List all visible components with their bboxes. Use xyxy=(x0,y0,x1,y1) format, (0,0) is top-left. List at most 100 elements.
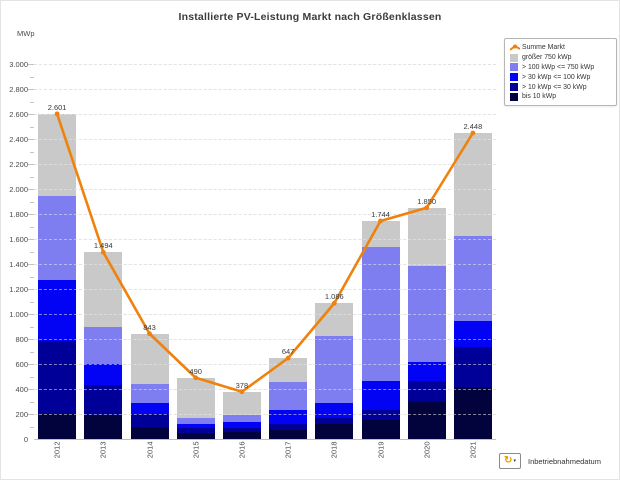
legend-item[interactable]: größer 750 kWp xyxy=(510,53,612,63)
y-axis-tick-label: 2.800 xyxy=(9,84,28,94)
bar-segment[interactable] xyxy=(361,410,400,421)
refresh-dropdown-button[interactable]: ↻ ▾ xyxy=(499,453,521,469)
x-axis-tick-label: 2017 xyxy=(283,441,293,459)
line-marker[interactable] xyxy=(378,218,383,224)
bar-segment[interactable] xyxy=(453,321,492,347)
y-axis-tick-label: 3.000 xyxy=(9,59,28,69)
bar-segment[interactable] xyxy=(407,401,446,439)
bar-total-label: 2.448 xyxy=(463,122,483,131)
bar-segment[interactable] xyxy=(38,195,77,280)
y-axis-tick-label: 2.600 xyxy=(9,109,28,119)
legend-label: > 100 kWp <= 750 kWp xyxy=(522,63,595,71)
y-axis-major-tick xyxy=(28,364,34,365)
y-axis-tick-label: 2.000 xyxy=(9,184,28,194)
y-axis-major-tick xyxy=(28,239,34,240)
bar-segment[interactable] xyxy=(38,340,77,414)
legend-swatch-icon xyxy=(510,53,518,62)
bar-segment[interactable] xyxy=(130,427,169,439)
y-axis-minor-tick xyxy=(30,276,34,278)
bar-segment[interactable] xyxy=(453,235,492,321)
bar-segment[interactable] xyxy=(130,414,169,427)
bar-segment[interactable] xyxy=(315,423,354,439)
legend-label: Summe Markt xyxy=(522,44,565,52)
x-axis-dimension-label: Inbetriebnahmedatum xyxy=(528,456,601,466)
legend-label: > 30 kWp <= 100 kWp xyxy=(522,73,591,81)
line-marker[interactable] xyxy=(54,111,60,117)
y-axis-minor-tick xyxy=(30,76,34,78)
line-marker[interactable] xyxy=(331,300,337,306)
legend-item[interactable]: > 100 kWp <= 750 kWp xyxy=(510,63,612,73)
bar-stack-2017 xyxy=(269,358,308,439)
bar-segment[interactable] xyxy=(269,424,308,430)
legend-line-marker-icon xyxy=(509,44,521,52)
bar-segment[interactable] xyxy=(315,418,354,424)
bar-segment[interactable] xyxy=(453,346,492,387)
bar-segment[interactable] xyxy=(361,380,400,411)
gridline-overlay xyxy=(34,114,496,115)
bar-segment[interactable] xyxy=(84,364,123,386)
bar-segment[interactable] xyxy=(269,382,308,411)
bar-stack-2014 xyxy=(130,333,169,439)
bar-segment[interactable] xyxy=(222,414,261,423)
y-axis-tick-label: 400 xyxy=(15,384,28,394)
bar-segment[interactable] xyxy=(222,422,261,428)
y-axis-tick-label: 1.600 xyxy=(9,234,28,244)
line-marker[interactable] xyxy=(470,130,476,136)
bar-segment[interactable] xyxy=(361,420,400,439)
bar-segment[interactable] xyxy=(453,133,492,236)
bar-segment[interactable] xyxy=(84,414,123,439)
bar-segment[interactable] xyxy=(176,423,215,429)
bar-segment[interactable] xyxy=(130,333,169,385)
bar-segment[interactable] xyxy=(130,384,169,403)
bar-segment[interactable] xyxy=(130,402,169,415)
legend-item[interactable]: bis 10 kWp xyxy=(510,92,612,102)
gridline-overlay xyxy=(34,314,496,315)
bar-segment[interactable] xyxy=(176,433,215,439)
line-marker[interactable] xyxy=(285,355,291,361)
bar-segment[interactable] xyxy=(222,427,261,433)
y-axis-major-tick xyxy=(28,389,34,390)
legend-item[interactable]: > 30 kWp <= 100 kWp xyxy=(510,72,612,82)
y-axis-minor-tick xyxy=(30,101,34,103)
bar-segment[interactable] xyxy=(315,336,354,403)
bar-segment[interactable] xyxy=(222,432,261,439)
line-marker[interactable] xyxy=(424,205,430,211)
legend-swatch-icon xyxy=(510,92,518,101)
bar-stack-2018 xyxy=(315,303,354,439)
gridline-overlay xyxy=(34,164,496,165)
bar-segment[interactable] xyxy=(176,428,215,433)
legend-item[interactable]: Summe Markt xyxy=(509,43,612,53)
bar-total-label: 843 xyxy=(143,322,156,332)
bar-segment[interactable] xyxy=(269,358,308,383)
legend-label: > 10 kWp <= 30 kWp xyxy=(522,83,587,91)
gridline-overlay xyxy=(34,339,496,340)
bar-segment[interactable] xyxy=(222,391,261,415)
y-axis-major-tick xyxy=(28,189,34,190)
bar-segment[interactable] xyxy=(361,247,400,381)
y-axis-minor-tick xyxy=(30,376,34,378)
x-axis-tick-label: 2018 xyxy=(329,441,339,459)
bar-segment[interactable] xyxy=(269,410,308,425)
gridline-overlay xyxy=(34,239,496,240)
bar-segment[interactable] xyxy=(176,417,215,424)
y-axis-minor-tick xyxy=(30,401,34,403)
x-axis-tick-label: 2015 xyxy=(191,441,201,459)
bar-segment[interactable] xyxy=(407,362,446,382)
y-axis-tick-label: 1.400 xyxy=(9,259,28,269)
line-marker[interactable] xyxy=(193,375,199,381)
bar-segment[interactable] xyxy=(84,327,123,364)
bar-segment[interactable] xyxy=(269,430,308,439)
line-marker[interactable] xyxy=(239,389,245,395)
bar-segment[interactable] xyxy=(84,385,123,415)
line-marker[interactable] xyxy=(147,331,152,337)
bar-segment[interactable] xyxy=(407,207,446,266)
bar-segment[interactable] xyxy=(407,381,446,402)
x-axis-line xyxy=(34,439,496,440)
line-marker[interactable] xyxy=(100,249,106,255)
bar-segment[interactable] xyxy=(453,386,492,439)
bar-segment[interactable] xyxy=(38,414,77,439)
legend-swatch-icon xyxy=(510,73,518,82)
legend-item[interactable]: > 10 kWp <= 30 kWp xyxy=(510,82,612,92)
bar-segment[interactable] xyxy=(176,377,215,418)
gridline-overlay xyxy=(34,214,496,215)
